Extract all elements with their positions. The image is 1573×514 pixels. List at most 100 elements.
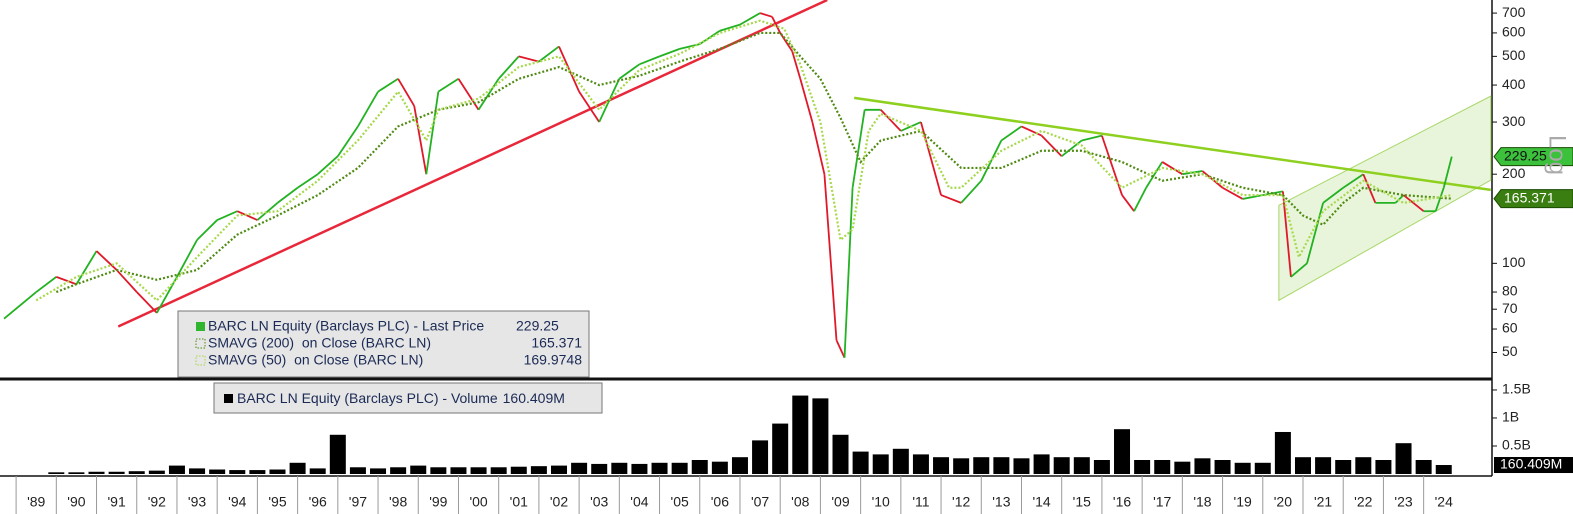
price-segment (75, 250, 98, 285)
y-tick-label: 500 (1502, 47, 1526, 63)
price-segment (799, 78, 814, 123)
legend-name: BARC LN Equity (Barclays PLC) - Volume (237, 390, 498, 406)
trend-line (117, 0, 828, 328)
price-segment (136, 291, 158, 314)
volume-bar (68, 472, 85, 474)
y-tick-label: 70 (1502, 300, 1518, 316)
price-segment (1442, 156, 1453, 188)
volume-bar (269, 469, 286, 474)
volume-bar (792, 395, 809, 474)
volume-bar (1013, 458, 1030, 474)
price-segment (1101, 135, 1123, 196)
volume-bar (1174, 461, 1191, 474)
volume-bar (1435, 465, 1452, 474)
x-tick-label: '04 (630, 494, 648, 510)
x-tick-label: '96 (309, 494, 327, 510)
price-segment (1242, 194, 1263, 200)
x-tick-label: '23 (1394, 494, 1412, 510)
price-segment (518, 55, 540, 63)
x-tick-label: '10 (872, 494, 890, 510)
price-segment (55, 276, 77, 286)
volume-bar (128, 471, 145, 474)
volume-bar (229, 470, 246, 474)
volume-bar (812, 398, 829, 474)
x-tick-label: '19 (1234, 494, 1252, 510)
volume-bar (691, 459, 708, 474)
volume-bar (591, 463, 608, 474)
volume-bar (48, 472, 65, 474)
price-segment (1342, 173, 1364, 189)
price-segment (1121, 194, 1135, 212)
price-segment (1182, 170, 1203, 176)
price-segment (196, 219, 218, 241)
volume-bar (1355, 457, 1372, 474)
volume-bar (953, 458, 970, 474)
price-segment (1306, 202, 1324, 264)
volume-bar (1214, 459, 1231, 474)
legend-value: 165.371 (531, 335, 582, 351)
legend-label: SMAVG (200) on Close (BARC LN) (208, 335, 431, 351)
volume-bar (651, 462, 668, 474)
x-tick-label: '02 (550, 494, 568, 510)
sma-line (55, 31, 1452, 294)
price-segment (851, 109, 866, 188)
x-tick-label: '06 (711, 494, 729, 510)
volume-bar (1415, 459, 1432, 474)
price-segment (739, 12, 761, 26)
x-tick-label: '20 (1274, 494, 1292, 510)
last-value-label: 160.409M (1500, 456, 1562, 472)
price-segment (843, 187, 854, 358)
legend-label: BARC LN Equity (Barclays PLC) - Volume 16… (237, 390, 565, 406)
price-segment (558, 46, 580, 93)
price-segment (256, 202, 279, 221)
volume-bar (832, 434, 849, 474)
legend-box (213, 382, 603, 414)
price-segment (276, 187, 299, 204)
y-tick-label: 0.5B (1502, 437, 1531, 453)
x-tick-label: '08 (791, 494, 809, 510)
price-segment (1281, 191, 1292, 277)
price-segment (457, 78, 480, 111)
volume-bar (872, 454, 889, 474)
price-segment (598, 78, 621, 123)
volume-bar (550, 465, 567, 474)
price-segment (1322, 187, 1344, 204)
volume-bar (450, 467, 467, 474)
y-tick-label: 400 (1502, 76, 1526, 92)
x-tick-label: '24 (1435, 494, 1453, 510)
x-tick-label: '12 (952, 494, 970, 510)
x-tick-label: '95 (268, 494, 286, 510)
volume-bar (349, 467, 366, 474)
price-segment (176, 239, 198, 278)
legend-value: 169.9748 (524, 352, 583, 368)
price-segment (413, 105, 428, 175)
price-segment (880, 109, 902, 132)
last-value-box (1493, 189, 1573, 209)
last-value-label: 229.25 (1504, 147, 1547, 163)
volume-bar (571, 462, 588, 474)
log-label: Log (1544, 135, 1571, 175)
legend-value: 229.25 (516, 318, 559, 334)
x-tick-label: '93 (188, 494, 206, 510)
y-tick-label: 700 (1502, 4, 1526, 20)
price-segment (920, 121, 942, 196)
volume-bar (1053, 457, 1070, 474)
price-segment (659, 48, 680, 58)
volume-bar (148, 470, 165, 474)
price-segment (95, 250, 118, 271)
price-segment (3, 291, 37, 320)
price-segment (578, 91, 600, 123)
price-segment (425, 91, 440, 175)
volume-bar (892, 448, 909, 474)
x-tick-label: '21 (1314, 494, 1332, 510)
legend-box (177, 310, 590, 378)
price-segment (719, 23, 741, 32)
x-tick-label: '14 (1032, 494, 1050, 510)
price-segment (791, 51, 802, 80)
volume-bar (1093, 459, 1110, 474)
price-segment (1061, 139, 1083, 157)
volume-bar (1395, 443, 1412, 474)
volume-bar (912, 454, 929, 474)
x-tick-label: '17 (1153, 494, 1171, 510)
